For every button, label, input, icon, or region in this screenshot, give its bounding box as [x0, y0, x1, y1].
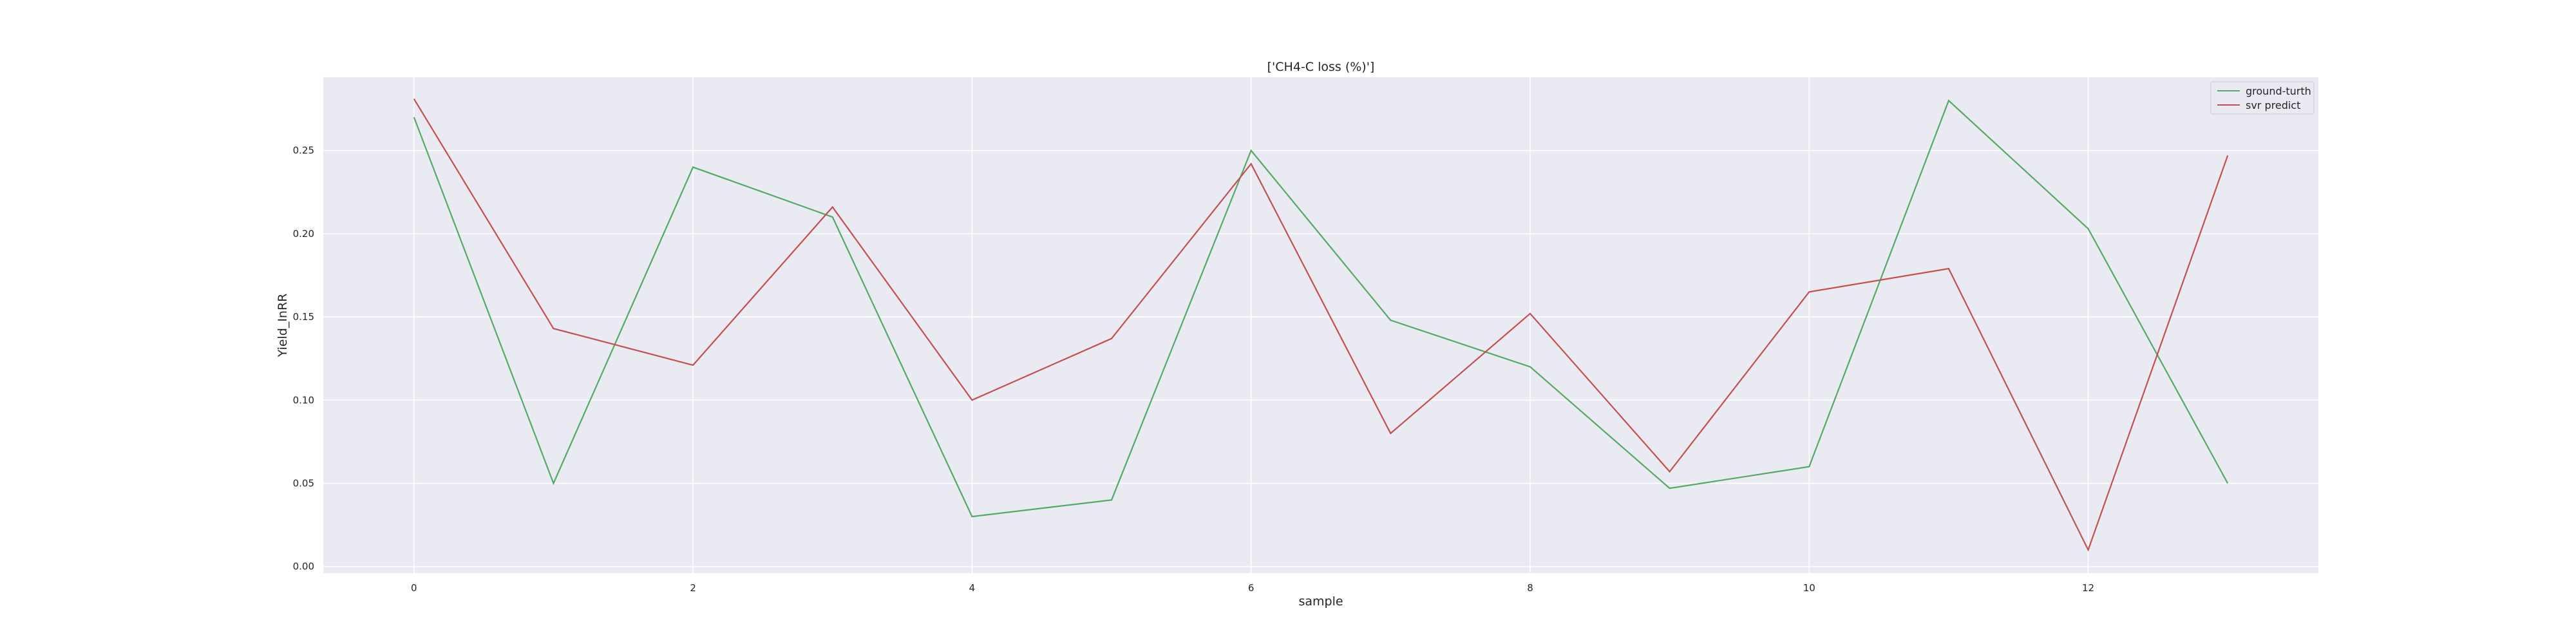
legend: ground-turth svr predict — [2210, 81, 2315, 115]
x-tick-labels: 0 2 4 6 8 10 12 — [411, 582, 2094, 594]
y-axis-label: Yield_InRR — [276, 294, 290, 358]
plot-area — [323, 77, 2318, 573]
series-line-svr-predict — [413, 99, 2229, 552]
x-tick-label: 12 — [2082, 582, 2094, 594]
x-tick-label: 4 — [969, 582, 976, 594]
y-tick-labels: 0.00 0.05 0.10 0.15 0.20 0.25 — [293, 145, 314, 573]
legend-box — [2210, 81, 2315, 115]
x-tick-label: 6 — [1248, 582, 1255, 594]
y-tick-label: 0.10 — [293, 394, 314, 406]
x-tick-label: 0 — [411, 582, 417, 594]
y-tick-label: 0.25 — [293, 145, 314, 156]
x-tick-label: 2 — [690, 582, 696, 594]
chart-title: ['CH4-C loss (%)'] — [1267, 60, 1375, 74]
legend-label-svr-predict: svr predict — [2246, 99, 2300, 111]
x-tick-label: 10 — [1803, 582, 1815, 594]
x-axis-label: sample — [1298, 594, 1343, 609]
y-tick-label: 0.05 — [293, 477, 314, 489]
x-tick-label: 8 — [1527, 582, 1533, 594]
y-tick-label: 0.15 — [293, 311, 314, 323]
data-lines — [413, 99, 2229, 552]
series-line-ground-turth — [413, 99, 2229, 518]
y-tick-label: 0.00 — [293, 561, 314, 573]
legend-label-ground-turth: ground-turth — [2246, 85, 2311, 97]
grid — [323, 77, 2318, 573]
y-tick-label: 0.20 — [293, 228, 314, 240]
